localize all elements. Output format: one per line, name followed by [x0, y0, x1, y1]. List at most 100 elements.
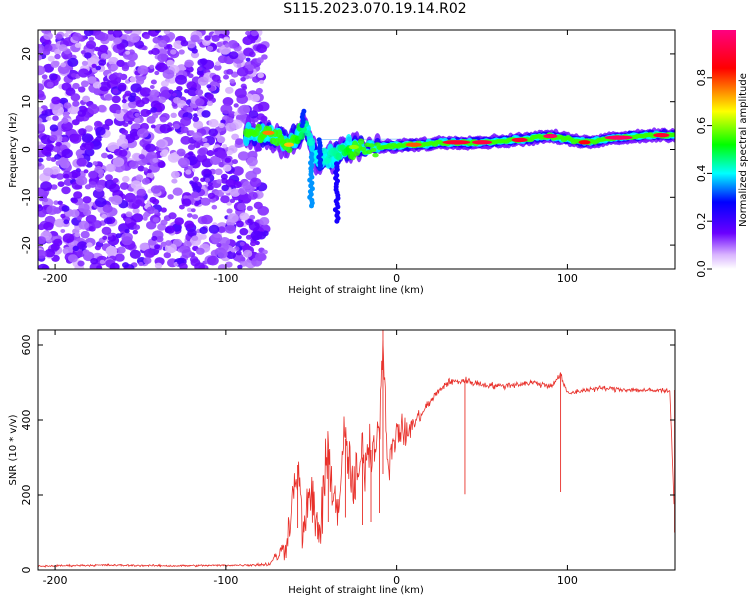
noise-speckle — [250, 39, 256, 44]
noise-speckle — [170, 170, 180, 179]
noise-speckle — [125, 218, 132, 224]
noise-speckle — [170, 112, 177, 119]
noise-speckle — [41, 74, 48, 80]
noise-speckle — [132, 229, 138, 235]
noise-speckle — [199, 226, 208, 234]
noise-speckle — [216, 136, 226, 143]
noise-speckle — [40, 181, 52, 192]
noise-speckle — [123, 30, 133, 34]
noise-speckle — [109, 183, 120, 193]
noise-speckle — [206, 84, 212, 89]
noise-speckle — [78, 220, 90, 230]
noise-speckle — [236, 63, 242, 68]
noise-speckle — [41, 30, 51, 34]
noise-speckle — [61, 117, 69, 124]
noise-speckle — [201, 214, 213, 225]
noise-speckle — [135, 99, 145, 108]
noise-speckle — [208, 224, 220, 234]
noise-speckle — [227, 40, 239, 49]
ridge-hot-core — [604, 135, 633, 140]
noise-speckle — [109, 262, 120, 269]
noise-speckle — [139, 242, 150, 251]
noise-speckle — [186, 66, 194, 73]
noise-speckle — [188, 151, 194, 157]
noise-speckle — [213, 64, 222, 71]
noise-speckle — [217, 226, 226, 234]
noise-speckle — [218, 33, 225, 39]
noise-speckle — [237, 264, 243, 269]
noise-speckle — [45, 143, 55, 152]
noise-speckle — [193, 120, 204, 129]
noise-speckle — [195, 247, 205, 255]
noise-speckle — [51, 96, 61, 105]
noise-speckle — [98, 173, 104, 178]
noise-speckle — [178, 49, 185, 55]
noise-speckle — [165, 225, 176, 234]
noise-speckle — [38, 90, 45, 98]
noise-speckle — [168, 212, 177, 220]
noise-speckle — [61, 136, 69, 143]
noise-speckle — [138, 154, 145, 160]
x-tick-label: 0 — [393, 272, 400, 285]
noise-speckle — [180, 135, 191, 145]
noise-speckle — [72, 82, 80, 90]
noise-speckle — [145, 143, 156, 153]
noise-speckle — [122, 262, 129, 268]
ridge-blob — [372, 153, 379, 158]
noise-speckle — [195, 89, 204, 96]
noise-speckle — [187, 144, 196, 151]
noise-speckle — [160, 207, 167, 213]
ridge-blob — [321, 147, 328, 155]
noise-speckle — [73, 191, 83, 199]
ridge-blob — [335, 152, 342, 161]
noise-speckle — [61, 186, 71, 195]
noise-speckle — [52, 115, 59, 121]
noise-speckle — [191, 214, 199, 220]
noise-speckle — [216, 179, 222, 184]
noise-speckle — [188, 165, 193, 170]
noise-speckle — [83, 141, 95, 151]
noise-speckle — [38, 249, 47, 259]
noise-speckle — [226, 68, 234, 75]
noise-speckle — [153, 209, 159, 214]
noise-speckle — [148, 163, 160, 173]
noise-speckle — [165, 240, 172, 246]
noise-speckle — [45, 116, 52, 121]
noise-speckle — [224, 43, 230, 48]
noise-speckle — [225, 122, 237, 132]
noise-speckle — [231, 133, 240, 140]
noise-speckle — [257, 72, 265, 79]
noise-speckle — [55, 33, 63, 40]
noise-speckle — [132, 213, 144, 223]
noise-speckle — [160, 80, 169, 88]
noise-speckle — [171, 178, 178, 184]
noise-speckle — [176, 148, 186, 157]
noise-speckle — [236, 202, 246, 211]
noise-speckle — [63, 219, 70, 225]
noise-speckle — [248, 221, 260, 231]
noise-speckle — [56, 173, 64, 180]
noise-speckle — [38, 123, 45, 131]
noise-speckle — [243, 47, 254, 57]
noise-speckle — [126, 110, 133, 116]
noise-speckle — [186, 106, 194, 113]
noise-speckle — [216, 242, 222, 248]
noise-speckle — [128, 101, 137, 109]
noise-speckle — [71, 197, 78, 204]
noise-speckle — [239, 212, 250, 221]
ridge-hot-core — [405, 142, 422, 147]
noise-speckle — [67, 57, 79, 67]
ridge-hot-core — [348, 144, 359, 150]
noise-speckle — [201, 197, 207, 203]
noise-speckle — [78, 68, 90, 78]
noise-speckle — [134, 40, 145, 49]
noise-speckle — [208, 119, 219, 128]
noise-speckle — [90, 258, 98, 265]
noise-speckle — [115, 109, 121, 114]
spectrogram-marks — [38, 30, 675, 269]
ridge-hot-core — [543, 133, 558, 139]
noise-speckle — [98, 44, 109, 53]
noise-speckle — [98, 32, 109, 42]
snr-series-line — [38, 340, 675, 568]
